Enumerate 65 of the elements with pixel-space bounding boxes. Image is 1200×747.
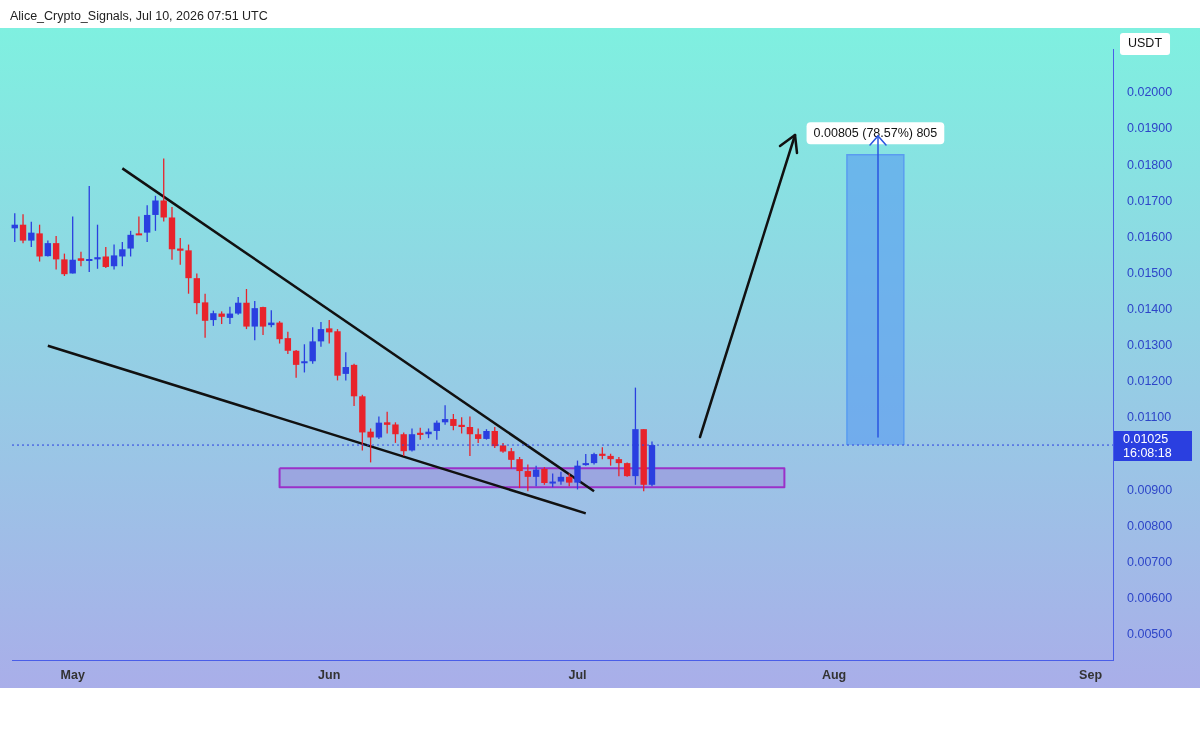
x-tick-label: Sep [1079,667,1103,682]
y-tick-label: 0.00500 [1127,627,1173,642]
candlestick [532,465,540,487]
candlestick [143,204,151,243]
candlestick [127,230,134,258]
candlestick [86,185,93,273]
y-tick-label: 0.02000 [1127,85,1173,100]
data-label: 0.00805 (78.57%) 805 [813,125,938,140]
candlestick [110,243,118,271]
candlestick [508,447,515,470]
candlestick [516,456,523,489]
ref-line-label: 0.01025 16:08:18 [1123,431,1172,460]
candlestick [102,246,109,269]
candlestick [135,215,143,236]
y-tick-label: 0.01300 [1127,338,1173,353]
candlestick [342,351,349,382]
candlestick [69,215,76,275]
candlestick [276,320,283,345]
candlestick [259,306,267,336]
x-tick-label: May [60,667,85,682]
candlestick [301,343,308,374]
y-tick-label: 0.00700 [1127,554,1173,569]
candlestick [119,241,126,267]
x-tick-label: Jun [318,667,341,682]
candlestick [433,419,441,441]
candlestick [77,251,85,267]
y-tick-label: 0.01200 [1127,374,1173,389]
candlestick [383,411,391,435]
candlestick [309,326,316,365]
candlestick [317,321,325,348]
y-tick-label: 0.00800 [1127,518,1173,533]
candlestick [615,456,623,477]
candlestick [52,235,60,271]
candlestick [557,471,565,486]
candlestick [61,252,68,277]
candlestick [392,421,399,444]
y-axis-title: USDT [1128,36,1163,51]
candlestick [160,157,167,223]
x-tick-label: Aug [821,667,847,682]
y-tick-label: 0.00900 [1127,482,1173,497]
y-tick-label: 0.01600 [1127,229,1173,244]
y-tick-label: 0.01500 [1127,265,1173,280]
chart-title: Alice_Crypto_Signals, Jul 10, 2026 07:51 UTC [10,9,268,23]
candlestick [466,415,474,457]
candlestick [152,195,159,232]
candlestick [524,463,532,492]
candlestick [284,330,292,355]
y-tick-label: 0.01400 [1127,302,1173,317]
y-tick-label: 0.01900 [1127,121,1173,136]
candlestick [243,288,250,330]
candlestick [28,221,35,248]
candlestick [94,224,101,270]
candlestick [367,427,374,464]
y-tick-label: 0.00600 [1127,591,1173,606]
y-tick-label: 0.01800 [1127,157,1173,172]
candlestick [574,459,581,491]
y-tick-label: 0.01700 [1127,193,1173,208]
y-tick-label: 0.01100 [1127,410,1172,425]
x-tick-label: Jul [568,667,587,682]
candlestick [326,319,333,345]
candlestick [36,224,43,263]
candlestick [19,213,27,244]
candlestick [251,300,258,341]
candlestick [201,293,209,339]
candlestick [292,349,300,379]
